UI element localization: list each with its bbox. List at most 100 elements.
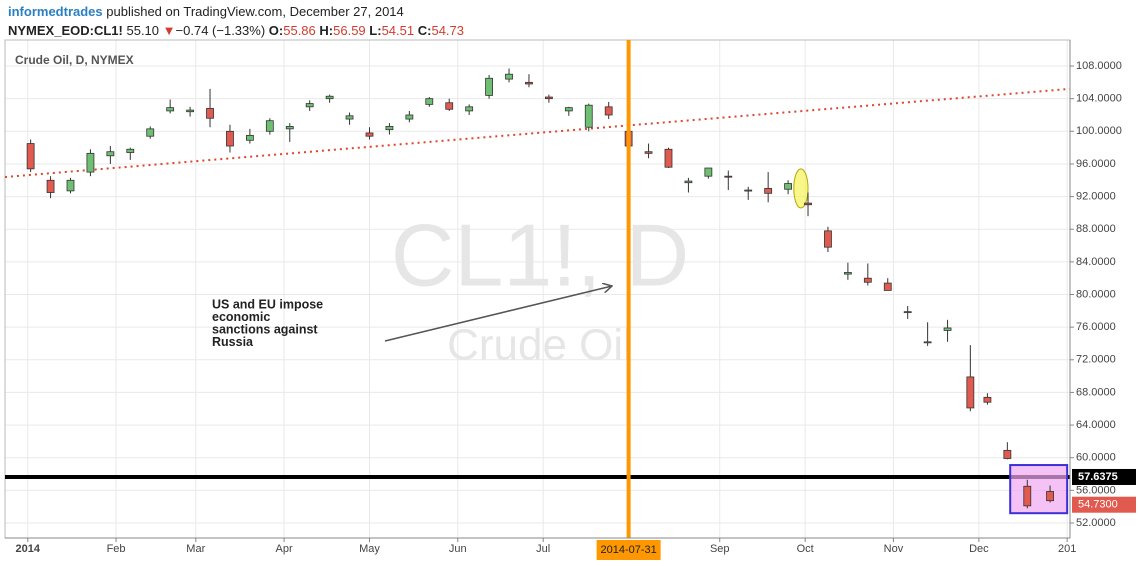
annotation: Russia (212, 335, 254, 349)
y-tick-label: 56.0000 (1076, 484, 1116, 496)
candle-body (764, 188, 773, 194)
candle-body (724, 175, 733, 178)
annotation: sanctions against (212, 322, 318, 336)
watermark: CL1!, D (391, 205, 689, 304)
ohlc-value: 54.73 (431, 23, 465, 38)
candle-body (843, 272, 852, 275)
x-tick-label: Mar (186, 543, 205, 555)
symbol-line: NYMEX_EOD:CL1! 55.10 ▼−0.74 (−1.33%) O:5… (8, 21, 464, 40)
candle-body (923, 341, 932, 344)
y-tick-label: 52.0000 (1076, 517, 1116, 529)
last-price-label: 54.7300 (1078, 499, 1118, 511)
watermark: Crude Oil (447, 321, 633, 370)
candle-body (305, 103, 314, 108)
y-tick-label: 92.0000 (1076, 190, 1116, 202)
candle-body (146, 128, 155, 137)
candle-body (485, 77, 493, 96)
y-tick-label: 108.0000 (1076, 60, 1122, 72)
candle-body (226, 130, 234, 147)
vline-label-bg (596, 540, 661, 560)
highlight-box (1009, 464, 1069, 515)
y-tick-label: 80.0000 (1076, 288, 1116, 300)
candle-body (405, 114, 414, 120)
candle-body (66, 179, 75, 192)
candle-body (704, 167, 713, 177)
publish-line: informedtrades published on TradingView.… (8, 2, 464, 21)
candle-body (126, 148, 135, 153)
author[interactable]: informedtrades (8, 4, 103, 19)
x-tick-label: Dec (969, 543, 989, 555)
candle-body (684, 180, 693, 184)
candle-body (604, 106, 613, 116)
trend-line (4, 87, 1071, 179)
y-tick-label: 64.0000 (1076, 419, 1116, 431)
published: published on TradingView.com, December 2… (102, 4, 404, 19)
candle-body (744, 189, 753, 192)
candle-body (943, 327, 952, 331)
candle-body (644, 151, 653, 154)
candle-body (1046, 491, 1054, 502)
candle-body (584, 104, 593, 128)
highlight (793, 168, 809, 209)
candle-body (1023, 485, 1032, 507)
change: −0.74 (−1.33%) (175, 23, 266, 38)
candle-body (206, 108, 214, 119)
arrow: ▼ (162, 23, 176, 38)
x-tick-label: Sep (710, 543, 730, 555)
x-tick-label: Jun (449, 543, 467, 555)
y-tick-label: 104.0000 (1076, 93, 1122, 105)
candle-body (784, 183, 792, 190)
header: informedtrades published on TradingView.… (8, 2, 464, 40)
ohlc-label: O: (268, 23, 284, 38)
vline-label: 2014-07-31 (600, 544, 656, 556)
candle-body (285, 126, 294, 130)
y-axis-bg (1070, 40, 1138, 538)
candle-body (46, 179, 55, 193)
candle-body (325, 95, 334, 100)
x-tick-label: Oct (797, 543, 814, 555)
annotation-arrow (384, 286, 612, 342)
x-tick-label: Feb (107, 543, 126, 555)
annotation: US and EU impose (212, 297, 323, 311)
chart-title: Crude Oil, D, NYMEX (15, 53, 134, 67)
candle-body (186, 109, 194, 113)
y-tick-label: 76.0000 (1076, 321, 1116, 333)
x-tick-label: 2014 (16, 543, 41, 555)
candle-body (966, 376, 975, 409)
candle-body (445, 102, 454, 110)
candle-body (983, 396, 992, 403)
y-tick-label: 88.0000 (1076, 223, 1116, 235)
candle-body (804, 202, 812, 206)
x-tick-label: 201 (1058, 543, 1076, 555)
y-tick-label: 96.0000 (1076, 158, 1116, 170)
candle-body (245, 134, 254, 141)
last: 55.10 (126, 23, 160, 38)
candle-body (664, 148, 673, 168)
candle-body (525, 81, 533, 85)
last-price-bg (1072, 496, 1136, 513)
symbol: NYMEX_EOD:CL1! (8, 23, 123, 38)
candle-body (824, 230, 832, 248)
x-tick-label: Nov (884, 543, 904, 555)
candle-body (385, 126, 394, 131)
candle-body (425, 98, 434, 105)
y-tick-label: 72.0000 (1076, 354, 1116, 366)
ohlc: O:55.86 H:56.59 L:54.51 C:54.73 (269, 23, 464, 38)
ohlc-label: H: (319, 23, 334, 38)
ohlc-value: 55.86 (283, 23, 316, 38)
candle-body (365, 132, 374, 137)
candle-body (505, 73, 513, 80)
x-tick-label: May (359, 543, 380, 555)
candle-body (564, 107, 573, 112)
candle-body (544, 96, 553, 100)
ohlc-label: C: (417, 23, 432, 38)
candle-body (465, 106, 474, 112)
candle-body (1003, 449, 1012, 459)
candle-body (903, 311, 912, 314)
candle-body (106, 151, 115, 157)
candle-body (166, 107, 175, 112)
y-tick-label: 60.0000 (1076, 452, 1116, 464)
ohlc-value: 54.51 (381, 23, 415, 38)
